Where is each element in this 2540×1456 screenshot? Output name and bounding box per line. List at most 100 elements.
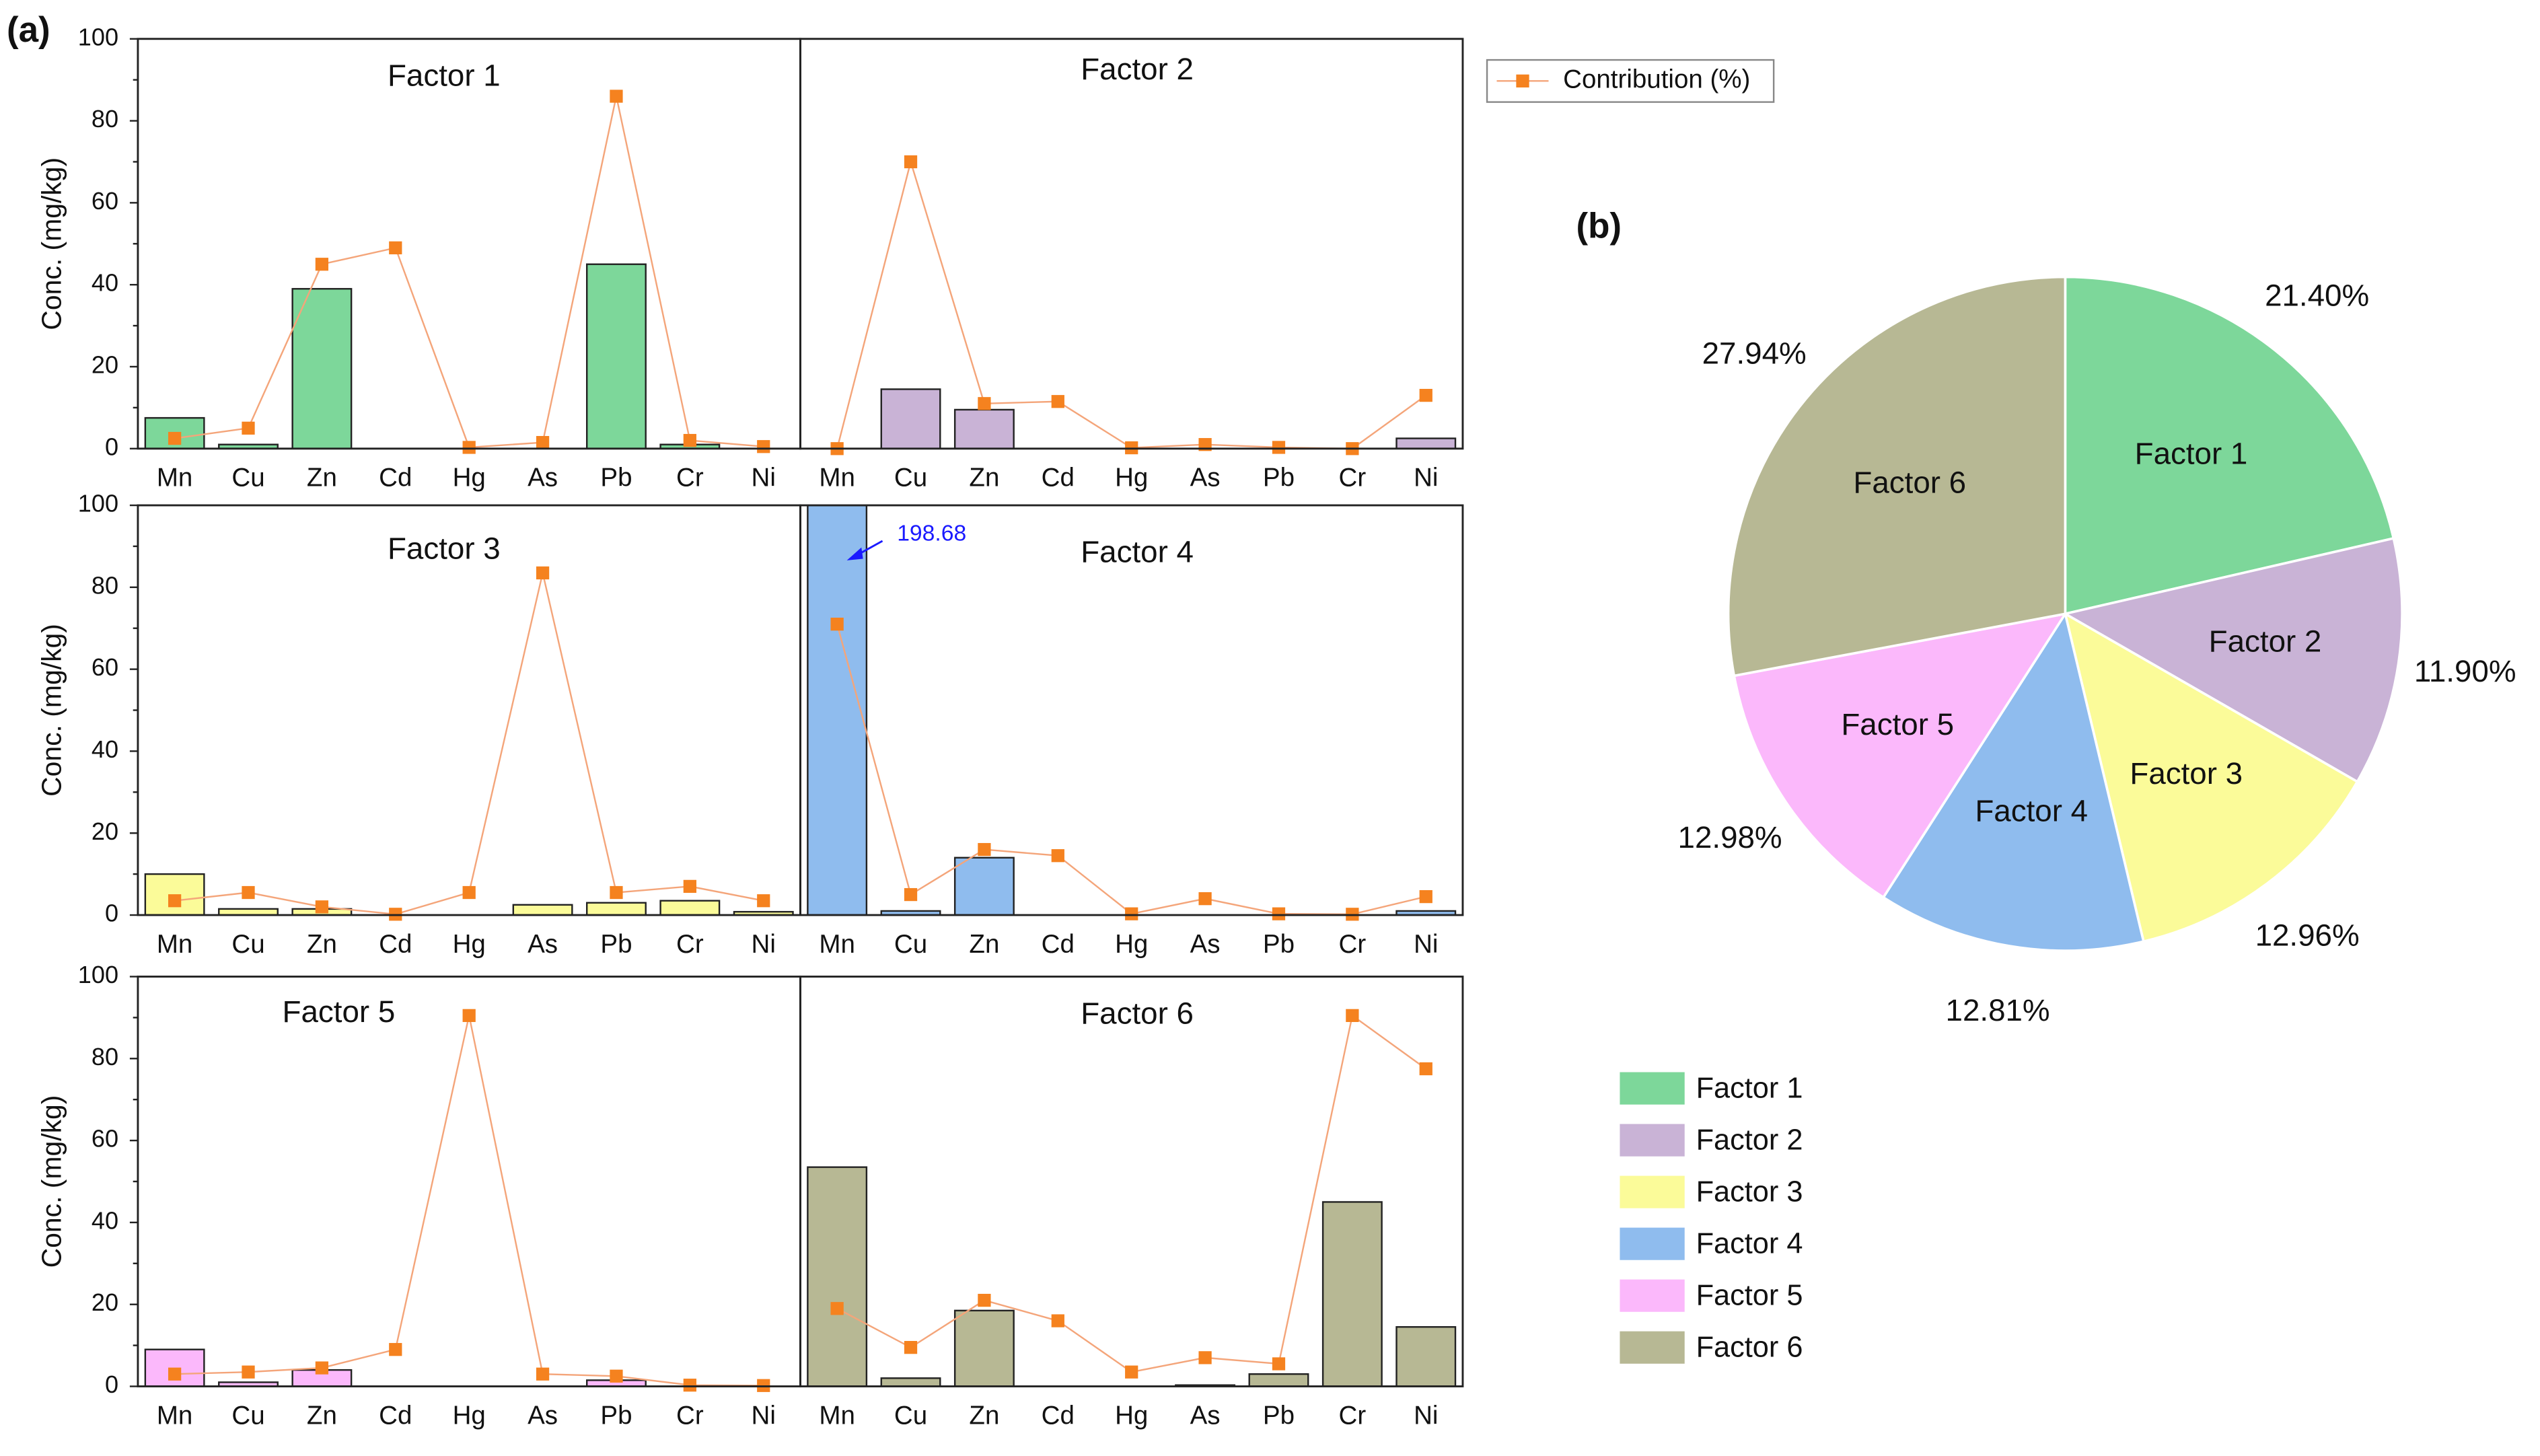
contribution-marker bbox=[168, 431, 182, 445]
x-tick-label: Cu bbox=[894, 464, 927, 493]
y-axis-label: Conc. (mg/kg) bbox=[36, 157, 67, 330]
contribution-marker bbox=[978, 1293, 991, 1307]
x-tick-label: Cr bbox=[1339, 1401, 1367, 1430]
arrow-head bbox=[846, 547, 863, 560]
contribution-marker bbox=[536, 436, 550, 449]
x-tick-label: Ni bbox=[752, 464, 776, 493]
y-tick-label: 60 bbox=[92, 1125, 118, 1153]
x-tick-label: Mn bbox=[157, 1401, 192, 1430]
y-tick-label: 0 bbox=[105, 1371, 118, 1398]
contribution-marker bbox=[242, 1365, 255, 1379]
x-tick-label: Ni bbox=[1414, 1401, 1438, 1430]
legend-box bbox=[1486, 59, 1775, 103]
pie-slice bbox=[2064, 275, 2395, 616]
slice-label: Factor 2 bbox=[2209, 624, 2322, 659]
legend-swatch bbox=[1620, 1072, 1685, 1105]
bar bbox=[218, 443, 279, 449]
bar bbox=[1321, 1201, 1383, 1387]
contribution-marker bbox=[904, 1341, 918, 1354]
x-tick-label: Hg bbox=[453, 1401, 486, 1430]
x-tick-label: Cr bbox=[676, 1401, 704, 1430]
plot bbox=[807, 1166, 1457, 1387]
pie-slice bbox=[2062, 536, 2403, 784]
bar bbox=[1248, 1373, 1309, 1387]
x-tick-label: Zn bbox=[969, 1401, 999, 1430]
plot bbox=[144, 263, 721, 449]
pie-slice bbox=[1733, 612, 2068, 900]
contribution-marker bbox=[1125, 1365, 1138, 1379]
y-tick-label: 80 bbox=[92, 571, 118, 599]
x-tick-label: Pb bbox=[1263, 930, 1295, 959]
y-tick-label: 80 bbox=[92, 105, 118, 133]
y-tick-label: 40 bbox=[92, 269, 118, 297]
contribution-marker bbox=[904, 887, 918, 902]
contribution-marker bbox=[1051, 1314, 1064, 1327]
x-tick-label: Hg bbox=[1115, 464, 1148, 493]
contribution-marker bbox=[1272, 1357, 1286, 1371]
contribution-marker bbox=[610, 89, 623, 103]
x-tick-label: Zn bbox=[307, 1401, 337, 1430]
contribution-marker bbox=[389, 1343, 402, 1356]
x-tick-label: Zn bbox=[307, 930, 337, 959]
y-tick-label: 40 bbox=[92, 735, 118, 763]
x-tick-label: Ni bbox=[752, 930, 776, 959]
contribution-marker bbox=[830, 618, 844, 631]
x-tick-label: Cu bbox=[231, 1401, 264, 1430]
bar bbox=[586, 263, 647, 449]
bar bbox=[512, 904, 573, 916]
contribution-marker bbox=[1346, 1009, 1359, 1022]
y-tick-label: 0 bbox=[105, 900, 118, 927]
bar bbox=[953, 857, 1015, 916]
panel-frame bbox=[799, 504, 1464, 916]
contribution-marker bbox=[1419, 388, 1432, 402]
x-tick-label: Mn bbox=[819, 930, 855, 959]
panel-label: (a) bbox=[7, 10, 50, 50]
panel-frame bbox=[137, 38, 801, 450]
contribution-marker bbox=[1272, 907, 1286, 920]
contribution-line bbox=[174, 96, 764, 449]
contribution-marker bbox=[242, 421, 255, 435]
x-tick-label: Cu bbox=[894, 930, 927, 959]
contribution-marker bbox=[242, 885, 255, 900]
legend-label: Contribution (%) bbox=[1563, 65, 1750, 94]
contribution-line bbox=[174, 573, 764, 916]
contribution-marker bbox=[757, 440, 770, 453]
contribution-marker bbox=[462, 885, 476, 900]
contribution-marker bbox=[1419, 889, 1432, 904]
panel-title: Factor 3 bbox=[388, 531, 501, 565]
contribution-marker bbox=[1272, 441, 1286, 454]
contribution-marker bbox=[683, 879, 696, 894]
contribution-marker bbox=[683, 433, 696, 447]
x-tick-label: Cu bbox=[231, 930, 264, 959]
y-axis-label: Conc. (mg/kg) bbox=[36, 1095, 67, 1268]
contribution-marker bbox=[389, 241, 402, 254]
x-tick-label: Cd bbox=[379, 930, 412, 959]
x-tick-label: As bbox=[1190, 1401, 1221, 1430]
legend-swatch bbox=[1620, 1279, 1685, 1312]
slice-value-label: 12.98% bbox=[1678, 820, 1782, 854]
contribution-line bbox=[174, 1015, 764, 1387]
contribution-marker bbox=[610, 885, 623, 900]
contribution-marker bbox=[168, 894, 182, 908]
x-tick-label: Ni bbox=[1414, 464, 1438, 493]
x-tick-label: Cr bbox=[1339, 464, 1367, 493]
panel-frame bbox=[137, 976, 801, 1387]
x-tick-label: Mn bbox=[819, 1401, 855, 1430]
contribution-marker bbox=[978, 397, 991, 410]
pie-slice bbox=[1727, 275, 2067, 678]
y-tick-label: 100 bbox=[78, 490, 118, 517]
bar bbox=[1395, 1325, 1457, 1387]
x-tick-label: Ni bbox=[1414, 930, 1438, 959]
x-tick-label: Cr bbox=[676, 930, 704, 959]
x-tick-label: As bbox=[528, 1401, 558, 1430]
x-tick-label: Hg bbox=[453, 930, 486, 959]
x-tick-label: Cu bbox=[231, 464, 264, 493]
x-tick-label: Pb bbox=[600, 930, 632, 959]
panel-frame bbox=[799, 976, 1464, 1387]
slice-value-label: 21.40% bbox=[2265, 278, 2369, 312]
contribution-marker bbox=[1198, 892, 1212, 906]
y-tick-label: 20 bbox=[92, 817, 118, 845]
contribution-marker bbox=[536, 1367, 550, 1381]
value-label: 198.68 bbox=[897, 521, 966, 546]
